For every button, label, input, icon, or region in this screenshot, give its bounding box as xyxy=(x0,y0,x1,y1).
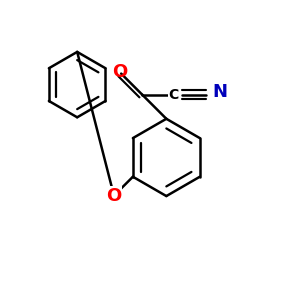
Text: O: O xyxy=(106,187,122,205)
Text: C: C xyxy=(168,88,178,102)
Text: N: N xyxy=(212,83,227,101)
Text: O: O xyxy=(112,63,127,81)
